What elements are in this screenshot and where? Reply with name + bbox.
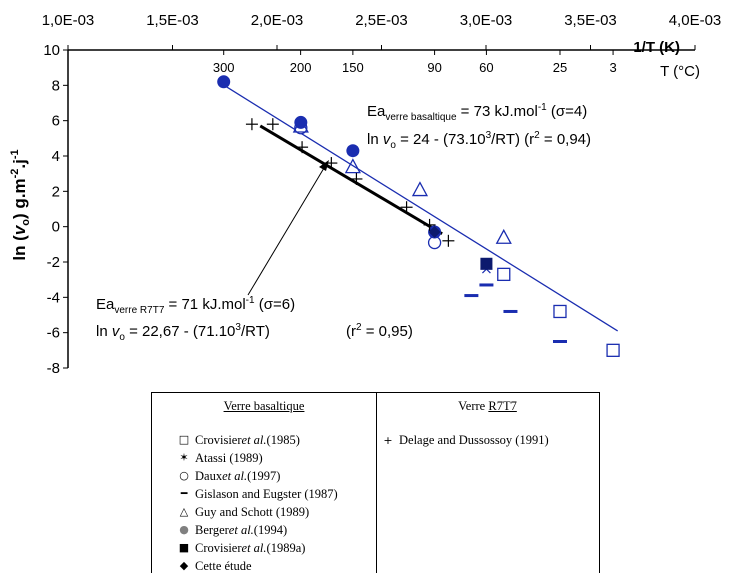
top-tick-label: 4,0E-03 xyxy=(669,12,722,29)
legend-item: ◆ Cette étude xyxy=(176,557,338,575)
legend-header-r7t7: Verre R7T7 xyxy=(458,399,517,413)
point-delage xyxy=(442,234,455,247)
point-delage xyxy=(266,118,279,131)
point-gislason xyxy=(503,309,518,313)
legend-header-basaltique: Verre basaltique xyxy=(223,399,305,413)
point-gislason xyxy=(464,294,479,298)
legend-item: □ Crovisier et al. (1985) xyxy=(176,431,338,449)
legend-item: ● Berger et al. (1994) xyxy=(176,521,338,539)
legend-item-delage: + Delage and Dussossoy (1991) xyxy=(380,431,548,449)
annotation-arrowhead xyxy=(319,160,329,171)
legend-symbol-icon: ● xyxy=(179,523,189,536)
plus-icon: + xyxy=(383,434,393,447)
point-crovisier1985 xyxy=(497,267,511,282)
legend: Verre basaltique □ Crovisier et al. (1985… xyxy=(151,392,600,573)
annotation-arrow xyxy=(247,167,325,296)
ea-basaltique-label: Eaverre basaltique = 73 kJ.mol-1 (σ=4) xyxy=(367,102,587,123)
data-marks xyxy=(217,75,620,357)
temp-tick-label: 25 xyxy=(553,60,567,75)
y-axis-title: ln (vo) g.m-2.j-1 xyxy=(9,149,32,260)
point-cette_etude xyxy=(346,144,360,158)
temp-tick-label: 60 xyxy=(479,60,493,75)
legend-symbol-icon: ■ xyxy=(178,541,190,554)
fit-line-r7t7 xyxy=(259,124,443,236)
y-tick-label: -8 xyxy=(47,360,60,377)
arrhenius-chart: 10 8 6 4 2 0 -2 -4 -6 -8 1,0E-03 1,5E-03 2,0E-03 2,5E… xyxy=(9,12,722,377)
legend-item: ○ Daux et al. (1997) xyxy=(176,467,338,485)
point-guy_schott xyxy=(495,228,512,244)
legend-list: □ Crovisier et al. (1985) ✶ Atassi (1989) ○ D… xyxy=(176,431,338,575)
top-tick-label: 1,0E-03 xyxy=(42,12,95,29)
legend-column-basaltique: Verre basaltique □ Crovisier et al. (1985… xyxy=(152,393,377,573)
top-axis-title: 1/T (K) xyxy=(633,39,680,56)
temp-tick-label: 200 xyxy=(290,60,312,75)
r2-r7t7-label: (r2 = 0,95) xyxy=(346,322,413,340)
annotation-r7t7: Eaverre R7T7 = 71 kJ.mol-1 (σ=6) ln vo =… xyxy=(96,160,413,343)
temp-axis-title: T (°C) xyxy=(660,63,700,80)
legend-item: ✶ Atassi (1989) xyxy=(176,449,338,467)
point-delage xyxy=(423,218,436,231)
legend-item: ━ Gislason and Eugster (1987) xyxy=(176,485,338,503)
point-guy_schott xyxy=(411,181,429,197)
y-tick-label: 8 xyxy=(52,77,60,94)
legend-symbol-icon: ━ xyxy=(180,487,188,500)
legend-item: △ Guy and Schott (1989) xyxy=(176,503,338,521)
legend-column-r7t7: Verre R7T7 + Delage and Dussossoy (1991) xyxy=(376,393,599,573)
point-delage xyxy=(350,172,363,185)
y-tick-label: 0 xyxy=(52,219,60,236)
y-tick-label: 6 xyxy=(52,113,60,130)
point-delage xyxy=(400,201,413,214)
legend-symbol-icon: △ xyxy=(179,505,189,518)
point-gislason xyxy=(552,340,567,343)
legend-symbol-icon: ○ xyxy=(179,469,189,482)
point-crovisier1985 xyxy=(606,343,620,357)
y-tick-label: 2 xyxy=(52,183,60,200)
top-tick-label: 2,0E-03 xyxy=(251,12,304,29)
legend-symbol-icon: □ xyxy=(178,433,190,446)
point-delage xyxy=(296,141,309,154)
point-gislason xyxy=(479,283,494,287)
point-cette-etude-diamond xyxy=(428,225,441,238)
point-guy_schott xyxy=(344,158,361,174)
annotation-basaltique: Eaverre basaltique = 73 kJ.mol-1 (σ=4) l… xyxy=(367,102,591,151)
fit-line-basaltique xyxy=(218,81,619,332)
temp-tick-label: 300 xyxy=(213,60,235,75)
y-tick-label: 10 xyxy=(43,42,60,59)
point-cette_etude xyxy=(217,75,231,89)
fit-lines xyxy=(218,81,619,332)
ln-basaltique-label: ln vo = 24 - (73.103/RT) (r2 = 0,94) xyxy=(367,130,591,151)
legend-symbol-icon: ◆ xyxy=(179,559,189,572)
top-tick-label: 1,5E-03 xyxy=(146,12,199,29)
top-tick-label: 3,5E-03 xyxy=(564,12,617,29)
temp-tick-label: 150 xyxy=(342,60,364,75)
point-crovisier1985 xyxy=(553,304,567,319)
ea-r7t7-label: Eaverre R7T7 = 71 kJ.mol-1 (σ=6) xyxy=(96,295,295,316)
y-tick-label: -2 xyxy=(47,254,60,271)
point-cette_etude xyxy=(294,115,308,129)
y-tick-label: -6 xyxy=(47,325,60,342)
legend-item: ■ Crovisier et al. (1989a) xyxy=(176,539,338,557)
y-tick-label: -4 xyxy=(47,289,60,306)
ln-r7t7-label: ln vo = 22,67 - (71.103/RT) xyxy=(96,322,270,343)
axes: 10 8 6 4 2 0 -2 -4 -6 -8 1,0E-03 1,5E-03 2,0E-03 2,5E… xyxy=(42,12,722,377)
legend-symbol-icon: ✶ xyxy=(179,451,189,464)
temp-tick-label: 90 xyxy=(427,60,441,75)
temp-tick-label: 3 xyxy=(609,60,616,75)
point-delage xyxy=(245,118,258,131)
top-tick-label: 3,0E-03 xyxy=(460,12,513,29)
y-tick-label: 4 xyxy=(52,148,60,165)
top-tick-label: 2,5E-03 xyxy=(355,12,408,29)
point-crovisier1989 xyxy=(480,257,493,270)
